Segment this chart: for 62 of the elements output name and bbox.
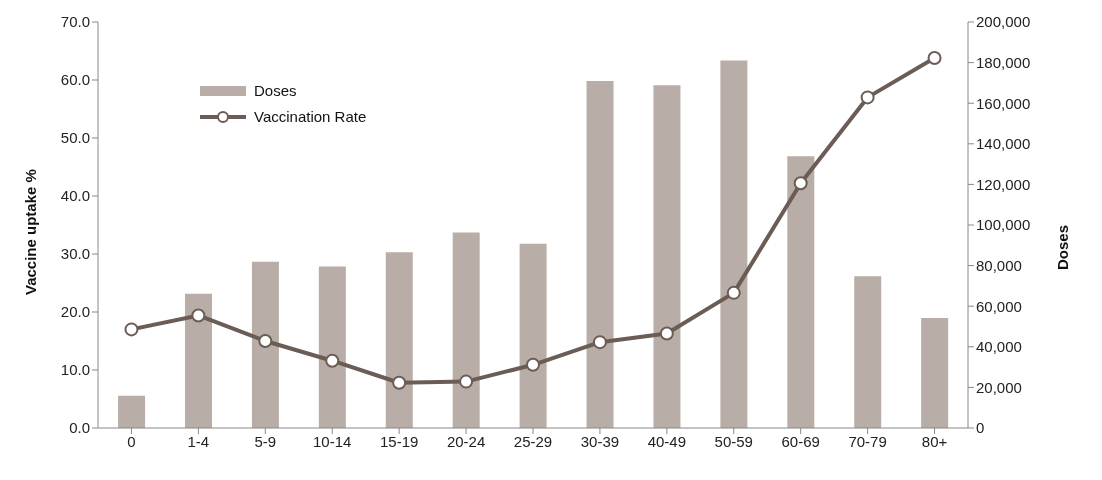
y-tick-label: 60.0	[60, 71, 90, 89]
x-tick-label: 15-19	[379, 432, 419, 450]
point	[459, 374, 474, 389]
y-axis-title: Vaccine uptake %	[22, 169, 40, 295]
point	[258, 334, 273, 348]
y2-tick-label: 20,000	[976, 378, 1022, 396]
x-tick-label: 1-4	[187, 432, 210, 450]
y2-tick-label: 180,000	[976, 53, 1031, 71]
x-tick-label: 20-24	[446, 432, 486, 450]
bar	[854, 276, 882, 428]
y2-tick-label: 80,000	[976, 256, 1022, 274]
y-tick-label: 0.0	[69, 419, 90, 437]
x-tick-label: 25-29	[513, 432, 553, 450]
bar	[318, 266, 346, 428]
x-tick-label: 50-59	[714, 432, 753, 450]
bar	[118, 395, 146, 428]
bar	[787, 156, 815, 428]
bar	[720, 60, 748, 428]
bar	[653, 85, 681, 428]
point	[726, 285, 741, 300]
x-tick-label: 0	[127, 432, 136, 450]
y-tick-label: 70.0	[60, 13, 90, 31]
y-tick-label: 50.0	[60, 129, 90, 147]
point	[927, 50, 942, 65]
point	[392, 375, 407, 390]
point	[325, 353, 340, 368]
point	[124, 322, 139, 337]
point	[526, 357, 540, 372]
y2-tick-label: 40,000	[976, 338, 1022, 356]
bar	[385, 252, 413, 428]
bar	[586, 81, 614, 428]
bar	[185, 293, 212, 428]
point	[191, 308, 206, 323]
y2-tick-label: 120,000	[976, 175, 1031, 193]
bar	[519, 243, 547, 428]
x-tick-label: 70-79	[848, 432, 887, 450]
x-tick-label: 60-69	[781, 432, 820, 450]
y2-tick-label: 160,000	[976, 94, 1031, 112]
point	[659, 326, 674, 341]
point	[793, 176, 808, 191]
x-tick-label: 10-14	[313, 432, 352, 450]
y-tick-label: 10.0	[60, 361, 90, 379]
x-tick-label: 40-49	[647, 432, 687, 450]
point	[592, 335, 607, 350]
point	[860, 90, 875, 105]
y-tick-label: 20.0	[60, 303, 90, 321]
legend-label: Doses	[254, 81, 297, 101]
y2-axis-title: Doses	[1054, 225, 1072, 271]
bar	[251, 261, 279, 428]
y2-tick-label: 200,000	[976, 13, 1031, 31]
legend-label: Vaccination Rate	[254, 107, 367, 127]
y2-tick-label: 60,000	[976, 297, 1022, 315]
bar	[921, 317, 949, 428]
y-tick-label: 30.0	[60, 245, 90, 263]
y2-tick-label: 140,000	[976, 135, 1031, 153]
y2-tick-label: 0	[976, 419, 985, 437]
x-tick-label: 80+	[921, 432, 948, 450]
y-tick-label: 40.0	[60, 187, 90, 205]
x-tick-label: 5-9	[254, 432, 277, 450]
y2-tick-label: 100,000	[976, 216, 1031, 234]
x-tick-label: 30-39	[580, 432, 620, 450]
bar	[452, 232, 480, 428]
